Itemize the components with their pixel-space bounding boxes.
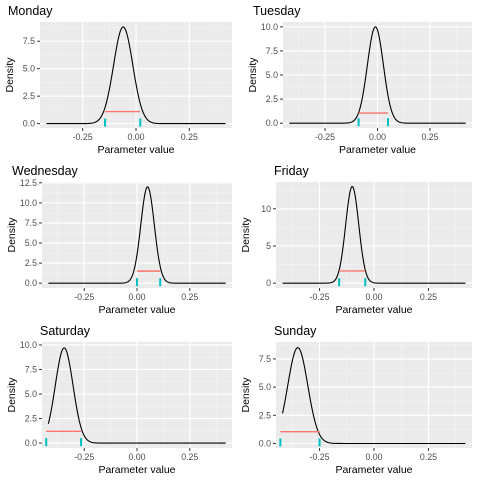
facet-title: Saturday xyxy=(40,324,91,338)
y-tick-label: 10.0 xyxy=(20,198,37,208)
facet-panel: -0.25 0.00 0.25 0.0 2.5 5.0 7.5 10.0 Tuesday Para… xyxy=(247,4,472,156)
y-tick-label: 5.0 xyxy=(266,70,278,80)
x-tick-label: 0.25 xyxy=(181,452,198,462)
x-tick-label: -0.25 xyxy=(310,292,330,302)
y-tick-label: 2.5 xyxy=(23,91,35,101)
x-tick-label: 0.25 xyxy=(421,132,438,142)
density-curve xyxy=(282,185,466,284)
y-axis-title: Density xyxy=(247,57,259,93)
facet-title: Monday xyxy=(8,4,53,18)
x-tick-label: 0.25 xyxy=(420,452,437,462)
y-tick-label: 2.5 xyxy=(25,414,37,424)
y-tick-label: 7.5 xyxy=(25,218,37,228)
x-tick-label: -0.25 xyxy=(74,452,94,462)
x-tick-label: 0.00 xyxy=(365,292,382,302)
y-tick-label: 0.0 xyxy=(25,278,37,288)
y-tick-label: 0.0 xyxy=(266,118,278,128)
y-tick-label: 7.5 xyxy=(23,36,35,46)
density-curve xyxy=(281,347,466,445)
facet-panel: -0.25 0.00 0.25 0.0 2.5 5.0 7.5 10.0 12.5Wednesd… xyxy=(6,164,232,316)
y-tick-label: 5.0 xyxy=(23,64,35,74)
facet-title: Sunday xyxy=(274,324,317,338)
y-axis-title: Density xyxy=(6,217,18,253)
x-tick-label: 0.00 xyxy=(128,452,145,462)
y-tick-label: 7.5 xyxy=(25,364,37,374)
y-tick-label: 5.0 xyxy=(259,382,271,392)
facet-panel: -0.25 0.00 0.25 0.0 2.5 5.0 7.5 Monday Parameter… xyxy=(4,4,232,156)
y-axis-title: Density xyxy=(240,217,252,253)
y-tick-label: 0.0 xyxy=(25,438,37,448)
x-axis-title: Parameter value xyxy=(97,144,174,156)
y-axis-title: Density xyxy=(240,377,252,413)
x-axis-title: Parameter value xyxy=(339,144,416,156)
y-tick-label: 10 xyxy=(261,204,271,214)
density-curve xyxy=(47,347,226,444)
density-curve xyxy=(46,26,226,125)
y-tick-label: 0 xyxy=(266,278,271,288)
y-tick-label: 7.5 xyxy=(266,46,278,56)
facet-panel: -0.25 0.00 0.25 0.0 2.5 5.0 7.5 Sunday Parameter… xyxy=(240,324,472,476)
density-curve xyxy=(48,186,226,284)
density-curve xyxy=(289,26,466,124)
x-tick-label: -0.25 xyxy=(73,132,93,142)
x-axis-title: Parameter value xyxy=(98,464,175,476)
y-axis-title: Density xyxy=(4,57,16,93)
x-axis-title: Parameter value xyxy=(335,304,412,316)
y-tick-label: 10.0 xyxy=(20,340,37,350)
facet-title: Wednesday xyxy=(12,164,79,178)
x-tick-label: 0.25 xyxy=(181,132,198,142)
y-tick-label: 10.0 xyxy=(261,22,278,32)
x-tick-label: -0.25 xyxy=(310,452,330,462)
x-tick-label: 0.00 xyxy=(128,292,145,302)
y-tick-label: 2.5 xyxy=(259,410,271,420)
y-tick-label: 5 xyxy=(266,241,271,251)
facet-title: Friday xyxy=(274,164,309,178)
x-tick-label: -0.25 xyxy=(315,132,335,142)
x-tick-label: -0.25 xyxy=(74,292,94,302)
y-tick-label: 2.5 xyxy=(25,258,37,268)
x-axis-title: Parameter value xyxy=(335,464,412,476)
facet-panel: -0.25 0.00 0.25 0 5 10 Friday Parameter value De… xyxy=(240,164,472,316)
y-tick-label: 2.5 xyxy=(266,94,278,104)
y-tick-label: 0.0 xyxy=(23,119,35,129)
y-tick-label: 12.5 xyxy=(20,178,37,188)
x-tick-label: 0.00 xyxy=(127,132,144,142)
x-tick-label: 0.00 xyxy=(369,132,386,142)
y-tick-label: 5.0 xyxy=(25,238,37,248)
y-tick-label: 7.5 xyxy=(259,354,271,364)
y-axis-title: Density xyxy=(6,377,18,413)
x-axis-title: Parameter value xyxy=(98,304,175,316)
x-tick-label: 0.25 xyxy=(181,292,198,302)
y-tick-label: 5.0 xyxy=(25,389,37,399)
y-tick-label: 0.0 xyxy=(259,438,271,448)
x-tick-label: 0.25 xyxy=(420,292,437,302)
facet-title: Tuesday xyxy=(253,4,301,18)
x-tick-label: 0.00 xyxy=(365,452,382,462)
